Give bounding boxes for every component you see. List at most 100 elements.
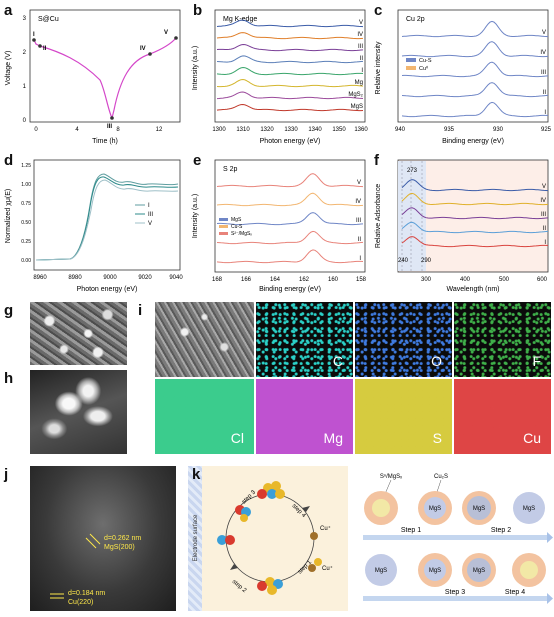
svg-text:166: 166 — [241, 277, 252, 283]
svg-text:935: 935 — [444, 127, 455, 133]
svg-text:Binding energy (eV): Binding energy (eV) — [259, 286, 321, 293]
spectrum-curve — [216, 32, 364, 40]
eds-map-o: O — [355, 302, 452, 377]
svg-text:1300: 1300 — [212, 127, 226, 133]
eds-map-label: Cl — [230, 430, 244, 446]
svg-text:I: I — [148, 203, 150, 209]
svg-text:240: 240 — [398, 258, 409, 264]
svg-text:Cu₂S: Cu₂S — [434, 474, 448, 480]
panel-a-letter: a — [4, 2, 13, 19]
spectrum-curve — [401, 192, 549, 206]
svg-text:9040: 9040 — [169, 275, 183, 281]
svg-text:Relative Adsorbance: Relative Adsorbance — [375, 184, 382, 248]
svg-text:9000: 9000 — [103, 275, 117, 281]
svg-text:Cu⁺: Cu⁺ — [320, 525, 331, 532]
svg-text:Step 3: Step 3 — [445, 589, 465, 596]
svg-text:940: 940 — [395, 127, 406, 133]
svg-text:8960: 8960 — [33, 275, 47, 281]
svg-text:IV: IV — [140, 46, 146, 52]
svg-text:0.25: 0.25 — [21, 239, 31, 245]
spectrum-curve — [216, 55, 364, 64]
eds-map-label: Cu — [523, 430, 541, 446]
svg-text:MgS: MgS — [523, 506, 535, 512]
eds-map-label: Mg — [323, 430, 343, 446]
svg-text:Cu-S: Cu-S — [231, 224, 243, 230]
panel-e: e S 2p Intensity (a.u.) Binding energy (… — [185, 150, 370, 298]
svg-text:Intensity (a.u.): Intensity (a.u.) — [192, 46, 199, 90]
svg-text:4: 4 — [75, 127, 79, 133]
cluster-left — [217, 535, 235, 545]
svg-text:0.50: 0.50 — [21, 220, 31, 226]
spectrum-curve — [216, 192, 364, 207]
panel-a-chart: S@Cu Voltage (V) Time (h) 0 1 2 3 0 4 8 … — [5, 9, 181, 145]
svg-text:400: 400 — [460, 277, 471, 283]
eds-map-f: F — [454, 302, 551, 377]
svg-text:1340: 1340 — [308, 127, 322, 133]
panel-d-chart: Normalized χμ(E) Photon energy (eV) 0.00… — [5, 159, 183, 293]
svg-text:0.75: 0.75 — [21, 201, 31, 207]
eds-map-s: S — [355, 379, 452, 454]
curve-label: I — [359, 256, 361, 262]
panel-f-chart: Relative Adsorbance Wavelength (nm) 300 … — [375, 159, 549, 293]
spectrum-curve — [401, 82, 549, 98]
spectrum-curve — [216, 212, 364, 226]
cluster-bottom — [257, 577, 283, 595]
svg-text:Intensity (a.u.): Intensity (a.u.) — [192, 194, 199, 238]
panel-a-inset: S@Cu — [38, 16, 59, 23]
eds-map-label: C — [332, 353, 343, 369]
panel-h-letter: h — [4, 370, 14, 387]
curve-label: V — [542, 30, 546, 36]
spectrum-curve — [216, 19, 364, 28]
svg-text:III: III — [148, 212, 153, 218]
svg-text:8980: 8980 — [68, 275, 82, 281]
svg-text:290: 290 — [421, 258, 432, 264]
panel-e-letter: e — [193, 152, 202, 169]
svg-text:MgS: MgS — [429, 506, 441, 512]
panel-j-annotations: d=0.262 nm MgS(200) d=0.184 nm Cu(220) — [50, 533, 141, 606]
svg-text:MgS: MgS — [429, 568, 441, 574]
svg-text:9020: 9020 — [138, 275, 152, 281]
panel-g-image — [30, 302, 127, 365]
curve-label: II — [360, 56, 364, 62]
svg-text:Cu⁰: Cu⁰ — [419, 65, 429, 72]
panel-k-diagram: Electrode surface step 3 step 4 step 1 s… — [193, 481, 333, 595]
svg-text:0: 0 — [34, 127, 38, 133]
curve-label: II — [543, 226, 547, 232]
svg-text:1310: 1310 — [236, 127, 250, 133]
svg-text:600: 600 — [537, 277, 548, 283]
cluster-topleft — [235, 505, 251, 522]
spectrum-curve — [216, 103, 364, 112]
svg-text:1: 1 — [23, 84, 27, 90]
svg-text:III: III — [107, 124, 112, 130]
curve-label: IV — [540, 50, 546, 56]
cluster-top — [257, 481, 285, 499]
panel-c: c Cu 2p Relative intensity Binding energ… — [370, 0, 554, 150]
svg-text:Cu(220): Cu(220) — [68, 599, 93, 606]
eds-map-cl: Cl — [155, 379, 254, 454]
panel-h-image — [30, 370, 127, 454]
curve-label: I — [544, 110, 546, 116]
svg-text:500: 500 — [499, 277, 510, 283]
panel-c-chart: Cu 2p Relative intensity Binding energy … — [375, 9, 552, 145]
svg-text:Step 1: Step 1 — [401, 527, 421, 534]
svg-text:V: V — [164, 30, 168, 36]
curve-label: IV — [355, 199, 361, 205]
spectrum-curve — [401, 179, 549, 192]
spectrum-curve — [216, 43, 364, 52]
spectrum-curve — [401, 61, 549, 78]
spectrum-curve — [401, 41, 549, 58]
curve-label: IV — [357, 32, 363, 38]
spectrum-curve — [216, 66, 364, 76]
svg-text:Step 4: Step 4 — [505, 589, 525, 596]
curve-label: MgS — [351, 104, 363, 110]
curve-label: III — [541, 70, 546, 76]
svg-text:930: 930 — [493, 127, 504, 133]
svg-text:S²⁻/MgSₓ: S²⁻/MgSₓ — [231, 231, 252, 237]
panel-b: b Mg K-edge Intensity (a.u.) Photon ener… — [185, 0, 370, 150]
eds-map-c: C — [256, 302, 353, 377]
curve-label: II — [543, 90, 547, 96]
svg-text:1350: 1350 — [332, 127, 346, 133]
spectrum-curve — [401, 20, 549, 38]
spectrum-curve — [216, 173, 364, 188]
svg-text:Sⁿ/MgSₓ: Sⁿ/MgSₓ — [380, 473, 402, 480]
